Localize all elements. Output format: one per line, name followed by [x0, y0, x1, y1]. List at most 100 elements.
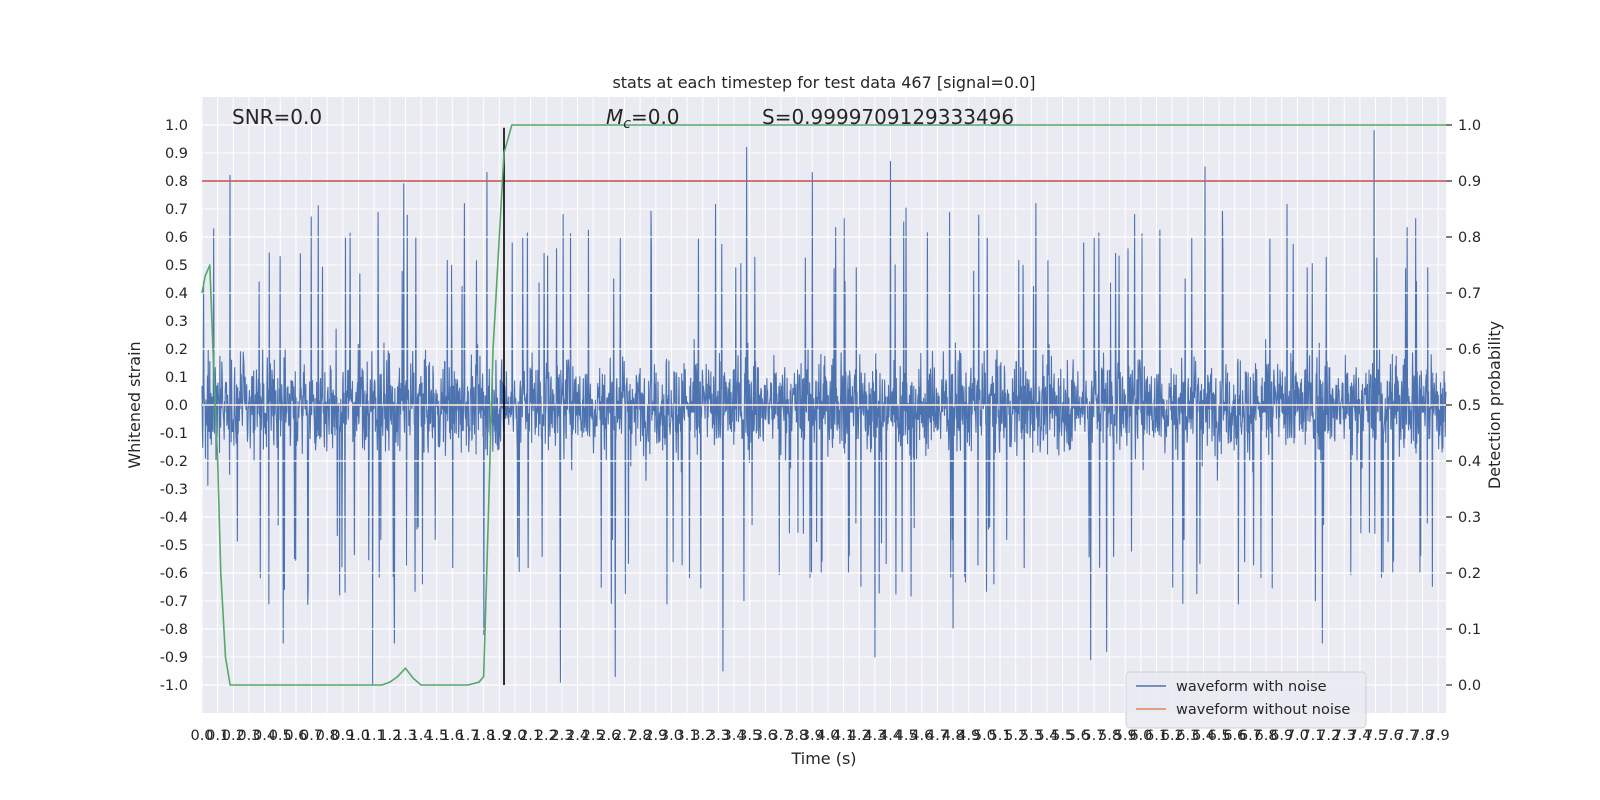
x-tick-label: 6.6 [1223, 728, 1246, 744]
x-tick-label: 7.9 [1427, 728, 1450, 744]
x-tick-label: 4.1 [832, 728, 855, 744]
x-tick-label: 3.9 [801, 728, 824, 744]
x-tick-label: 2.2 [535, 728, 558, 744]
x-tick-label: 4.2 [848, 728, 871, 744]
x-tick-label: 7.8 [1411, 728, 1434, 744]
waveform-with-noise-series [201, 130, 1447, 686]
x-tick-label: 7.2 [1317, 728, 1340, 744]
x-tick-label: 2.1 [519, 728, 542, 744]
x-tick-label: 6.8 [1255, 728, 1278, 744]
y-tick-label: -0.9 [160, 650, 188, 666]
x-tick-label: 6.0 [1129, 728, 1152, 744]
y2-tick-label: 0.5 [1458, 398, 1481, 414]
score-annotation: S=0.9999709129333496 [762, 105, 1014, 129]
y2-tick-label: 0.0 [1458, 678, 1481, 694]
x-tick-label: 6.7 [1239, 728, 1262, 744]
x-tick-label: 7.6 [1380, 728, 1403, 744]
x-tick-label: 0.8 [316, 728, 339, 744]
y-tick-label: -0.6 [160, 566, 188, 582]
y2-tick-labels: 0.0 0.1 0.2 0.3 0.4 0.5 0.6 0.7 0.8 0.9 1.0 [1446, 118, 1481, 694]
y2-tick-label: 0.7 [1458, 286, 1481, 302]
x-tick-label: 1.5 [425, 728, 448, 744]
x-tick-label: 2.4 [566, 728, 589, 744]
x-tick-label: 3.2 [691, 728, 714, 744]
y2-tick-label: 0.3 [1458, 510, 1481, 526]
y-tick-label: 0.6 [165, 230, 188, 246]
x-tick-labels: 0.00.10.20.30.40.50.60.70.80.91.01.11.21… [190, 728, 1449, 744]
y-tick-labels: -1.0 -0.9 -0.8 -0.7 -0.6 -0.5 -0.4 -0.3 -0.2 -0.1… [160, 118, 188, 694]
detection-probability-line [201, 124, 1446, 686]
y-tick-label: -0.3 [160, 482, 188, 498]
x-tick-label: 5.6 [1067, 728, 1090, 744]
y2-axis-label: Detection probability [1485, 321, 1504, 489]
waveform-with-noise-line [201, 130, 1447, 686]
chirp-mass-subscript: c [623, 116, 631, 132]
x-tick-label: 0.0 [190, 728, 213, 744]
y-tick-label: 0.7 [165, 202, 188, 218]
x-tick-label: 6.1 [1145, 728, 1168, 744]
x-tick-label: 0.3 [237, 728, 260, 744]
chirp-mass-annotation: Mc=0.0 [606, 105, 680, 132]
legend: waveform with noise waveform without noi… [1125, 671, 1367, 729]
x-tick-label: 1.3 [394, 728, 417, 744]
x-tick-label: 2.0 [503, 728, 526, 744]
y-tick-label: -0.5 [160, 538, 188, 554]
x-tick-label: 6.3 [1176, 728, 1199, 744]
chirp-mass-value: =0.0 [631, 105, 680, 129]
x-tick-label: 5.2 [1004, 728, 1027, 744]
x-tick-label: 7.3 [1333, 728, 1356, 744]
x-tick-label: 4.3 [863, 728, 886, 744]
x-axis-label: Time (s) [790, 749, 856, 768]
x-tick-label: 7.7 [1395, 728, 1418, 744]
legend-label-clean: waveform without noise [1176, 702, 1350, 718]
x-tick-label: 2.3 [550, 728, 573, 744]
y-tick-label: 0.9 [165, 146, 188, 162]
x-tick-label: 7.1 [1301, 728, 1324, 744]
y2-tick-label: 0.9 [1458, 174, 1481, 190]
x-tick-label: 4.9 [957, 728, 980, 744]
x-tick-label: 3.0 [660, 728, 683, 744]
x-tick-label: 4.4 [879, 728, 902, 744]
y-tick-label: -0.1 [160, 426, 188, 442]
x-tick-label: 0.4 [253, 728, 276, 744]
legend-label-noise: waveform with noise [1176, 679, 1327, 695]
reference-lines [202, 127, 1446, 685]
x-tick-label: 2.5 [582, 728, 605, 744]
chirp-mass-symbol: M [606, 105, 623, 129]
x-tick-label: 3.5 [738, 728, 761, 744]
x-tick-label: 3.7 [769, 728, 792, 744]
x-tick-label: 1.7 [456, 728, 479, 744]
y2-tick-label: 0.1 [1458, 622, 1481, 638]
x-tick-label: 1.2 [378, 728, 401, 744]
y-tick-label: 0.1 [165, 370, 188, 386]
x-tick-label: 7.0 [1286, 728, 1309, 744]
y-tick-label: 0.8 [165, 174, 188, 190]
y-tick-label: 0.4 [165, 286, 188, 302]
y2-tick-label: 0.4 [1458, 454, 1481, 470]
x-tick-label: 2.9 [644, 728, 667, 744]
x-tick-label: 5.0 [973, 728, 996, 744]
x-tick-label: 5.7 [1082, 728, 1105, 744]
x-tick-label: 5.8 [1098, 728, 1121, 744]
y2-tick-label: 0.6 [1458, 342, 1481, 358]
x-tick-label: 6.9 [1270, 728, 1293, 744]
x-tick-label: 1.9 [488, 728, 511, 744]
legend-box [1125, 671, 1367, 729]
y2-tick-label: 0.2 [1458, 566, 1481, 582]
x-tick-label: 6.2 [1161, 728, 1184, 744]
y-tick-label: 0.3 [165, 314, 188, 330]
x-tick-label: 6.4 [1192, 728, 1215, 744]
x-tick-label: 5.1 [989, 728, 1012, 744]
x-tick-label: 0.6 [284, 728, 307, 744]
x-tick-label: 1.8 [472, 728, 495, 744]
x-tick-label: 1.1 [363, 728, 386, 744]
y-tick-label: 0.2 [165, 342, 188, 358]
x-tick-label: 1.0 [347, 728, 370, 744]
y-tick-label: 0.0 [165, 398, 188, 414]
x-tick-label: 2.8 [629, 728, 652, 744]
y-tick-label: -1.0 [160, 678, 188, 694]
x-tick-label: 1.6 [441, 728, 464, 744]
x-tick-label: 0.5 [269, 728, 292, 744]
chart-title: stats at each timestep for test data 467… [612, 73, 1035, 92]
